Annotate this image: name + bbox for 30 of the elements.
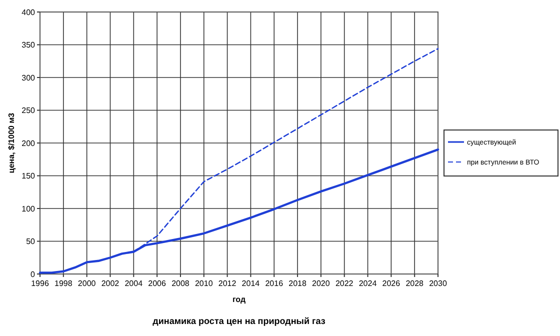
y-tick-label: 300 [22, 73, 36, 82]
y-tick-label: 150 [22, 172, 36, 181]
x-tick-label: 2020 [312, 279, 330, 288]
x-tick-label: 2014 [242, 279, 260, 288]
x-tick-label: 2000 [78, 279, 96, 288]
y-tick-label: 200 [22, 138, 36, 148]
x-tick-label: 1998 [54, 279, 73, 288]
x-tick-label: 2006 [148, 279, 167, 288]
text: динамика роста цен на природный газ [152, 316, 326, 326]
y-tick-label: 350 [22, 40, 36, 50]
y-tick-label: 100 [22, 204, 36, 214]
x-axis-title: год [232, 295, 246, 304]
x-tick-label: 2008 [172, 279, 190, 288]
x-tick-label: 1996 [31, 279, 50, 288]
x-tick-label: 2012 [218, 279, 237, 288]
x-tick-label: 2016 [265, 279, 284, 288]
x-tick-label: 2026 [382, 279, 401, 288]
x-tick-label: 2022 [335, 279, 354, 288]
x-tick-label: 2002 [101, 279, 120, 288]
x-tick-label: 2030 [429, 279, 448, 288]
x-tick-label: 2004 [124, 279, 144, 288]
x-tick-label: 2010 [194, 279, 214, 288]
y-tick-label: 50 [26, 237, 36, 246]
y-tick-label: 250 [22, 106, 36, 116]
y-tick-label: 400 [22, 8, 36, 17]
x-tick-label: 2018 [288, 279, 307, 288]
x-tick-label: 2024 [358, 279, 378, 288]
x-tick-label: 2028 [406, 279, 424, 288]
y-axis-title: цена, $/1000 м3 [7, 112, 16, 174]
y-tick-label: 0 [30, 270, 36, 279]
